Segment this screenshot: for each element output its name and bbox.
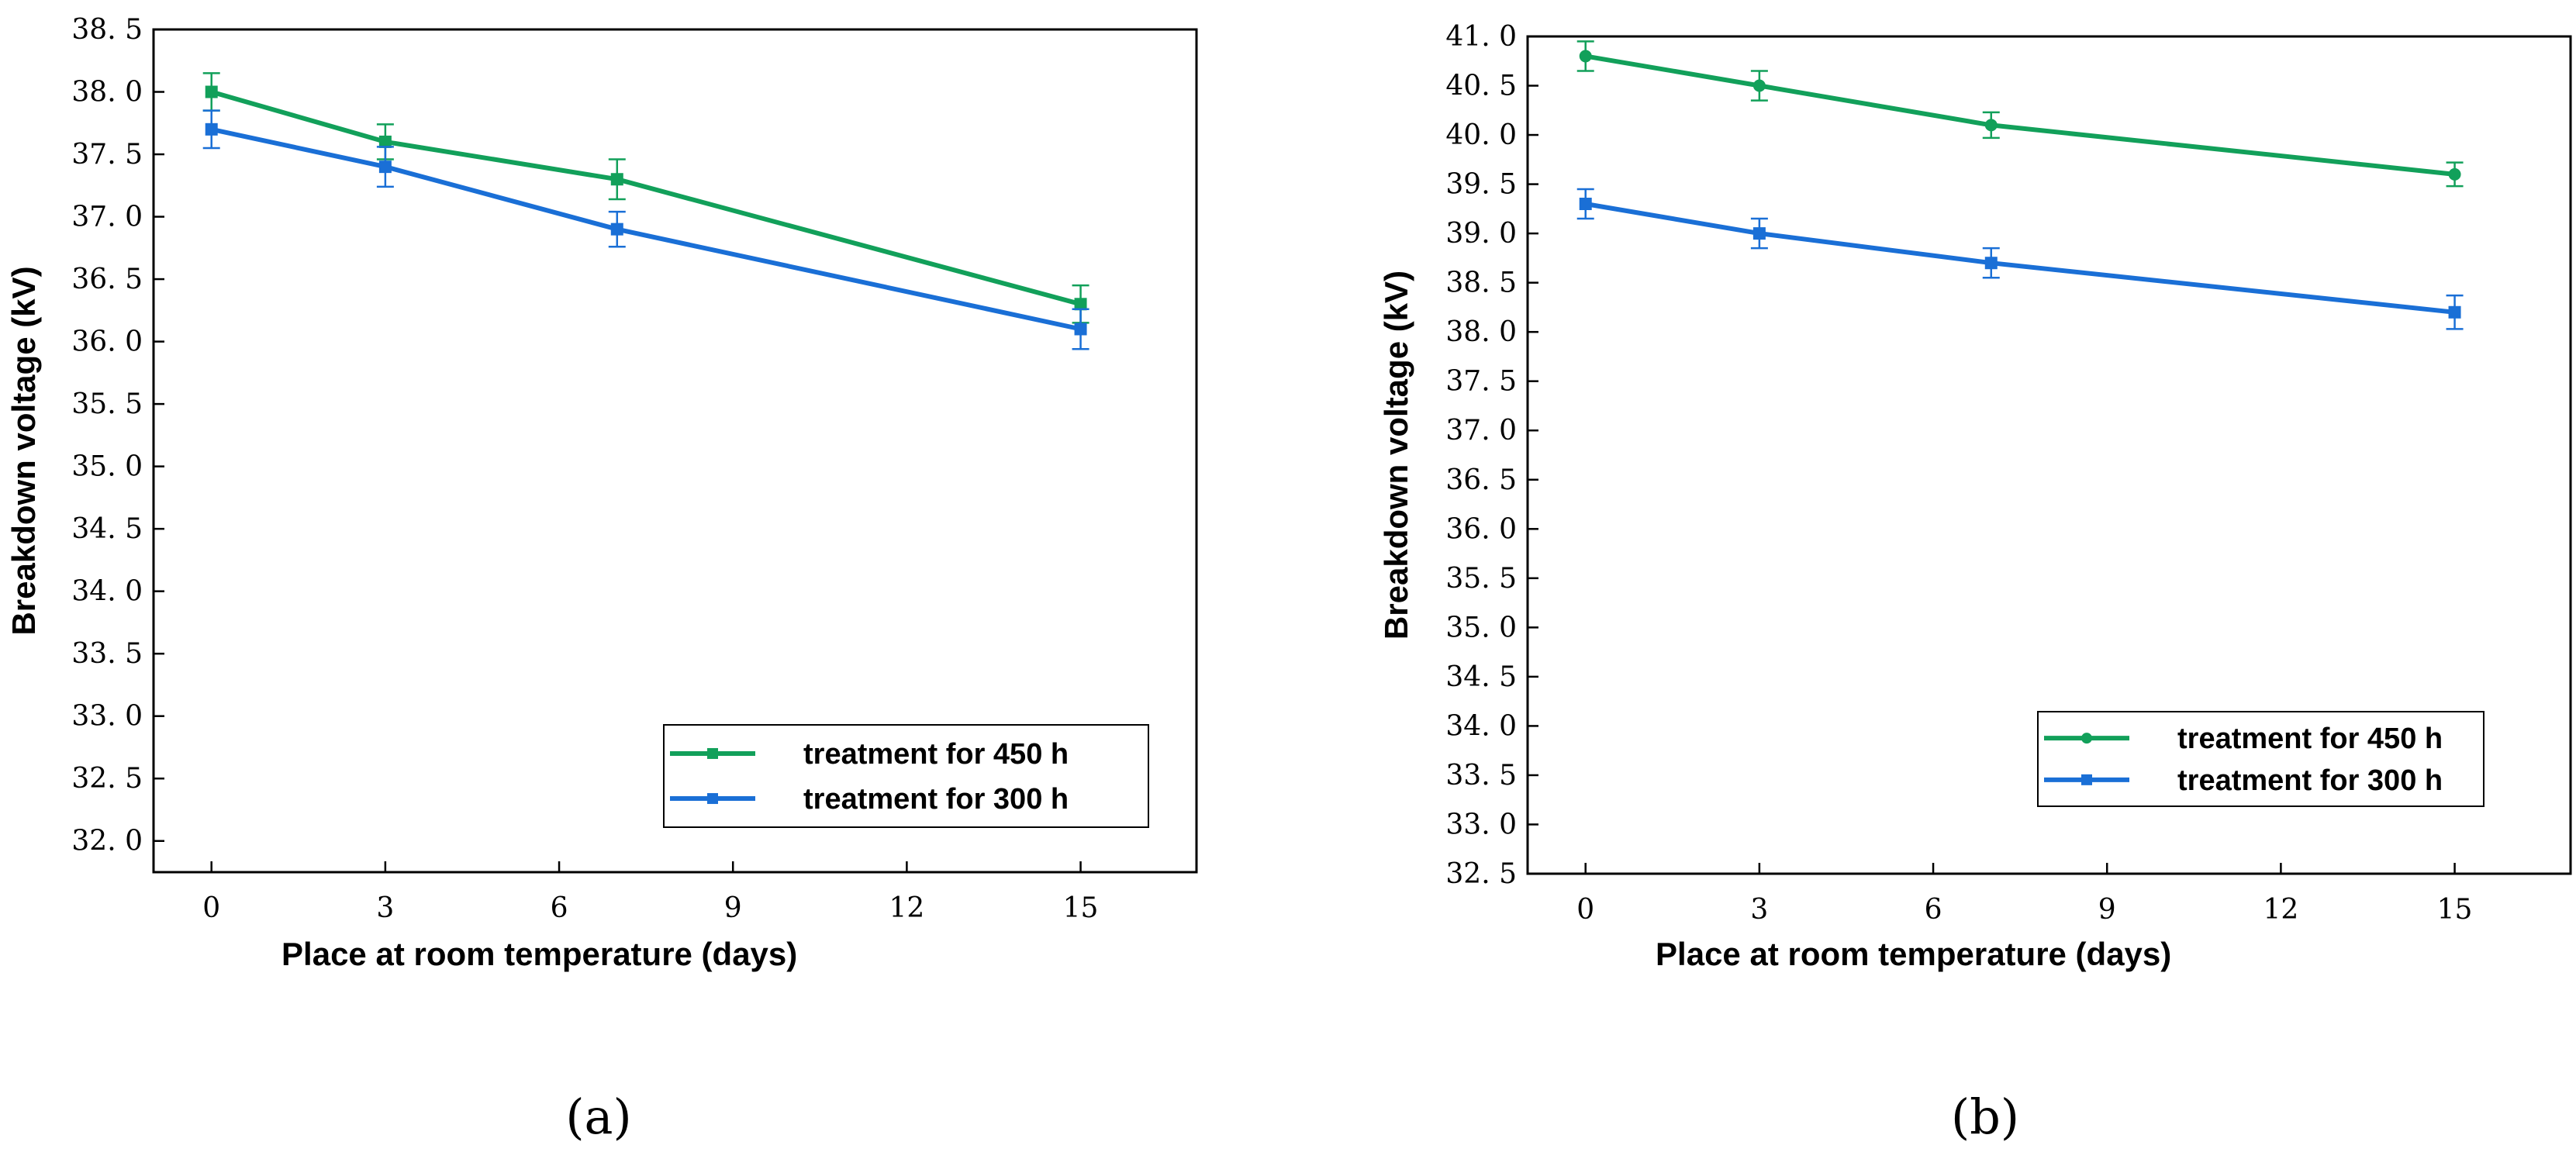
- legend-marker: [2081, 774, 2092, 785]
- legend-box: [663, 724, 1149, 828]
- y-tick-label: 32. 5: [1445, 858, 1517, 890]
- legend-label: treatment for 300 h: [2177, 764, 2443, 797]
- series-line: [211, 126, 1082, 332]
- legend-marker: [2081, 733, 2092, 744]
- x-tick-label: 0: [202, 892, 220, 924]
- data-point: [1074, 298, 1087, 311]
- legend-label: treatment for 450 h: [803, 738, 1069, 771]
- x-tick-label: 15: [2437, 894, 2473, 926]
- y-tick-label: 37. 0: [71, 202, 143, 233]
- y-tick-label: 41. 0: [1445, 21, 1517, 53]
- data-point: [1984, 257, 1998, 270]
- data-point: [1752, 79, 1766, 92]
- data-point: [2448, 305, 2461, 319]
- y-tick-label: 35. 5: [71, 388, 143, 420]
- data-point: [1579, 198, 1592, 210]
- x-tick-label: 12: [2263, 894, 2298, 926]
- series-450h: [202, 72, 1089, 324]
- data-point: [2448, 167, 2461, 181]
- x-tick-label: 9: [724, 892, 742, 924]
- y-tick-label: 38. 5: [71, 14, 143, 46]
- panel-label: (b): [1951, 1088, 2019, 1145]
- series-line: [1585, 202, 2455, 315]
- chart-panel-b: 32. 5 33. 0 33. 5 34. 0 34. 5 35. 0 35. 5 36. 0…: [1378, 21, 2572, 1145]
- y-tick-label: 37. 5: [1445, 366, 1517, 398]
- y-tick-label: 39. 0: [1445, 218, 1517, 250]
- y-tick-label: 33. 5: [71, 638, 143, 670]
- data-point: [1984, 119, 1998, 132]
- y-tick-label: 39. 5: [1445, 169, 1517, 201]
- series-line: [210, 89, 1082, 307]
- x-tick-label: 3: [376, 892, 394, 924]
- y-tick-label: 34. 5: [1445, 661, 1517, 693]
- x-tick-label: 3: [1750, 894, 1768, 926]
- y-tick-label: 38. 0: [71, 77, 143, 109]
- plot-frame: [1526, 35, 2572, 875]
- y-tick-label: 40. 5: [1445, 71, 1517, 102]
- series-300h: [1576, 188, 2464, 330]
- y-tick-label: 40. 0: [1445, 119, 1517, 151]
- legend-label: treatment for 450 h: [2177, 723, 2443, 755]
- legend-label: treatment for 300 h: [803, 783, 1069, 816]
- data-point: [1579, 50, 1592, 63]
- y-tick-label: 36. 0: [71, 326, 143, 358]
- x-tick-label: 15: [1063, 892, 1099, 924]
- y-tick-label: 36. 5: [1445, 464, 1517, 496]
- panel-label: (a): [565, 1088, 631, 1145]
- y-tick-label: 34. 0: [1445, 710, 1517, 742]
- legend-marker: [707, 793, 718, 805]
- data-point: [378, 160, 392, 174]
- x-axis-title: Place at room temperature (days): [1656, 936, 2171, 972]
- y-tick-label: 32. 0: [71, 826, 143, 857]
- series-450h: [1576, 40, 2464, 188]
- plot-frame: [152, 28, 1198, 874]
- legend-box: [2037, 711, 2484, 807]
- y-tick-label: 38. 5: [1445, 267, 1517, 299]
- y-tick-label: 37. 5: [71, 139, 143, 171]
- y-axis-title: Breakdown voltage (kV): [5, 266, 42, 635]
- series-line: [1585, 53, 2455, 177]
- data-point: [610, 173, 623, 186]
- y-tick-label: 34. 5: [71, 513, 143, 545]
- x-tick-label: 0: [1576, 894, 1594, 926]
- x-tick-label: 12: [889, 892, 924, 924]
- data-point: [378, 135, 392, 148]
- y-axis-title: Breakdown voltage (kV): [1378, 271, 1414, 640]
- y-tick-label: 33. 5: [1445, 760, 1517, 792]
- legend: treatment for 450 h treatment for 300 h: [663, 724, 1149, 828]
- data-point: [610, 222, 623, 236]
- y-tick-label: 37. 0: [1445, 415, 1517, 447]
- y-tick-label: 38. 0: [1445, 316, 1517, 348]
- y-tick-label: 33. 0: [1445, 809, 1517, 840]
- chart-panel-a: 32. 0 32. 5 33. 0 33. 5 34. 0 34. 5 35. 0 35. 5…: [5, 14, 1198, 1145]
- x-tick-label: 9: [2098, 894, 2116, 926]
- data-point: [205, 85, 218, 98]
- legend: treatment for 450 h treatment for 300 h: [2037, 711, 2484, 807]
- y-tick-label: 35. 0: [71, 451, 143, 483]
- y-tick-label: 35. 0: [1445, 612, 1517, 643]
- x-tick-label: 6: [551, 892, 568, 924]
- data-point: [1074, 323, 1087, 336]
- data-point: [1752, 227, 1766, 240]
- y-tick-label: 32. 5: [71, 763, 143, 795]
- x-tick-label: 6: [1925, 894, 1942, 926]
- y-tick-label: 34. 0: [71, 576, 143, 608]
- y-tick-label: 36. 0: [1445, 513, 1517, 545]
- y-tick-label: 33. 0: [71, 701, 143, 733]
- x-axis-title: Place at room temperature (days): [281, 936, 797, 972]
- y-tick-label: 35. 5: [1445, 563, 1517, 595]
- y-tick-label: 36. 5: [71, 264, 143, 295]
- series-300h: [202, 109, 1089, 350]
- data-point: [205, 122, 218, 136]
- legend-marker: [707, 747, 718, 759]
